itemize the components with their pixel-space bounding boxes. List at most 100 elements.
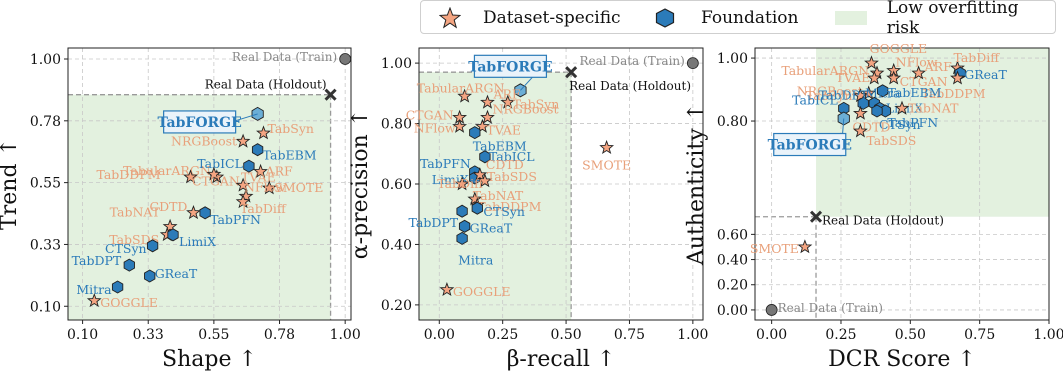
- point-label-arf: ARF: [265, 164, 293, 179]
- y-tick-label: 1.00: [717, 51, 748, 67]
- y-tick-label: 0.40: [381, 237, 412, 253]
- point-real-data-train-: [339, 53, 352, 65]
- point-label-tabnat: TabNAT: [110, 205, 161, 220]
- y-tick-label: 0.55: [30, 176, 61, 192]
- point-real-data-train-: [686, 57, 699, 70]
- point-cdtd: [186, 205, 201, 220]
- point-tabicl: [479, 150, 491, 164]
- point-tabicl: [243, 159, 255, 173]
- x-tick-label: 1.00: [677, 327, 708, 343]
- point-label-cdtd: CDTD: [486, 157, 524, 172]
- point-label-tabebm: TabEBM: [473, 139, 527, 154]
- point-arf: [911, 65, 927, 80]
- x-axis-label: Shape ↑: [162, 347, 257, 372]
- point-label-tabsyn: TabSyn: [267, 121, 314, 136]
- highlight-label-box: [773, 132, 847, 157]
- point-nrgboost: [861, 85, 877, 100]
- point-great: [458, 219, 471, 233]
- legend-label: Foundation: [701, 8, 799, 28]
- point-ctgan: [886, 70, 902, 85]
- point-label-tabnat: TabNAT: [908, 100, 959, 115]
- y-tick-label: 0.33: [30, 237, 61, 253]
- x-tick-label: 0.10: [67, 327, 98, 343]
- point-goggle: [439, 282, 455, 297]
- point-tabdpt: [456, 204, 468, 218]
- point-real-data-holdout--cross: [565, 66, 578, 79]
- point-smote: [261, 180, 277, 195]
- point-label-real-data-holdout-: Real Data (Holdout): [569, 79, 691, 93]
- point-tabsyn: [500, 94, 516, 109]
- point-tabdiff: [235, 194, 251, 209]
- x-tick-label: 0.25: [825, 327, 856, 343]
- y-tick-label: 0.20: [717, 278, 748, 294]
- point-label-ctsyn: CTSyn: [483, 204, 525, 219]
- legend-label: Low overfitting risk: [886, 0, 1019, 38]
- point-label-smote: SMOTE: [750, 241, 799, 256]
- point-smote: [797, 239, 813, 254]
- point-mitra: [111, 280, 124, 294]
- x-tick-label: 1.00: [1033, 327, 1063, 343]
- point-goggle: [864, 55, 879, 70]
- plot-frame: [418, 47, 704, 321]
- x-axis-label: β-recall ↑: [507, 347, 616, 372]
- point-tabdpt: [123, 258, 135, 272]
- x-tick-label: 0.25: [487, 327, 518, 343]
- point-label-goggle: GOGGLE: [869, 41, 927, 56]
- point-label-great: GReaT: [470, 220, 513, 235]
- point-tabebm: [469, 126, 481, 140]
- legend-item-foundation: Foundation: [653, 7, 798, 29]
- point-label-tabsds: TabSDS: [109, 232, 159, 247]
- point-tvae: [235, 177, 251, 192]
- highlight-label-box: [163, 110, 237, 134]
- point-label-ctgan: CTGAN: [406, 108, 454, 123]
- low-risk-region: [419, 72, 572, 320]
- point-real-data-train-: [765, 304, 778, 316]
- x-axis-label: DCR Score ↑: [828, 347, 976, 372]
- point-tvae: [474, 118, 490, 133]
- plot-frame: [754, 47, 1050, 321]
- point-label-nflow: NFlow: [896, 55, 938, 70]
- point-label-tabicl: TabICL: [197, 156, 243, 171]
- point-nflow: [452, 118, 468, 133]
- point-tabebm: [876, 84, 889, 98]
- point-goggle: [86, 293, 102, 308]
- point-label-tabsds: TabSDS: [866, 133, 916, 148]
- point-tabforge: [251, 106, 264, 121]
- point-tabnat: [467, 191, 483, 206]
- point-label-nrgboost: NRGBoost: [171, 133, 237, 148]
- point-label-ctgan: CTGAN: [900, 74, 948, 89]
- point-label-smote: SMOTE: [582, 158, 631, 173]
- point-tabsyn: [256, 125, 271, 140]
- x-tick-label: 1.00: [330, 327, 361, 343]
- point-tvae: [866, 70, 882, 85]
- point-tabnat: [894, 100, 910, 115]
- highlight-label-box: [473, 54, 548, 78]
- y-axis-label: α-precision ↑: [348, 109, 373, 259]
- y-tick-label: 0.80: [717, 114, 748, 130]
- point-label-mitra: Mitra: [865, 85, 901, 100]
- point-label-mitra: Mitra: [458, 252, 494, 267]
- point-label-tabddpm: TabDDPM: [921, 86, 985, 101]
- y-axis-label: Authenticity ↑: [684, 103, 709, 266]
- point-label-goggle: GOGGLE: [453, 284, 511, 299]
- point-tabsds: [852, 123, 868, 138]
- y-tick-label: 0.60: [717, 227, 748, 243]
- point-label-tabpfn: TabPFN: [210, 212, 261, 227]
- x-tick-label: 0.00: [756, 327, 787, 343]
- point-label-real-data-train-: Real Data (Train): [232, 50, 337, 64]
- point-label-cdtd: CDTD: [150, 199, 188, 214]
- low-risk-region: [816, 48, 1049, 217]
- point-label-great: GReaT: [155, 266, 198, 281]
- point-label-tabpfn: TabPFN: [420, 156, 471, 171]
- point-label-nrgboost: NRGBoost: [797, 83, 863, 98]
- point-label-great: GReaT: [964, 67, 1007, 82]
- point-label-tabdiff: TabDiff: [240, 201, 287, 216]
- y-tick-label: 1.00: [30, 52, 61, 68]
- point-label-real-data-holdout-: Real Data (Holdout): [822, 214, 944, 228]
- point-label-tabdpt: TabDPT: [819, 87, 869, 102]
- point-tabpfn: [199, 206, 211, 220]
- point-real-data-holdout--cross: [324, 88, 337, 101]
- legend-item-low-overfitting-risk: Low overfitting risk: [835, 0, 1055, 38]
- x-tick-label: 0.33: [133, 327, 164, 343]
